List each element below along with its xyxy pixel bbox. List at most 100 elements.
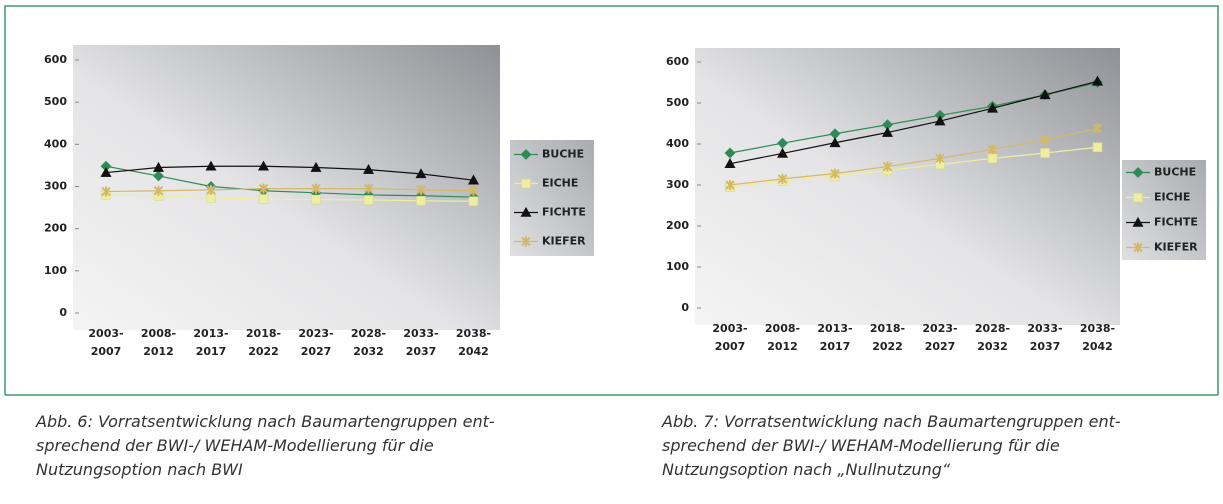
y-tick-label: 400 xyxy=(44,137,67,150)
x-tick-label: 2023-2027 xyxy=(922,322,958,353)
marker xyxy=(1039,89,1051,100)
x-tick-label: 2038-2042 xyxy=(455,327,492,358)
plot-background xyxy=(695,48,1120,325)
marker xyxy=(468,185,479,196)
marker xyxy=(416,196,426,206)
y-tick-label: 600 xyxy=(44,53,67,66)
caption-line: Nutzungsoption nach BWI xyxy=(36,460,243,479)
x-tick-label: 2038-2042 xyxy=(1079,322,1116,353)
y-tick-label: 500 xyxy=(44,95,67,108)
marker xyxy=(311,183,321,194)
series-line xyxy=(105,188,474,193)
y-tick-label: 600 xyxy=(666,55,689,68)
caption-line: sprechend der BWI-/ WEHAM-Modellierung f… xyxy=(662,436,1060,455)
legend-label: KIEFER xyxy=(542,235,586,248)
marker xyxy=(1040,148,1050,158)
marker xyxy=(881,126,894,137)
marker xyxy=(724,158,736,168)
marker xyxy=(153,185,164,196)
marker xyxy=(205,160,217,171)
x-tick-label: 2008-2012 xyxy=(140,327,177,358)
marker xyxy=(1133,192,1143,203)
y-tick-label: 200 xyxy=(666,219,689,232)
marker xyxy=(468,196,479,207)
legend-label: BUCHE xyxy=(1154,166,1196,179)
marker xyxy=(882,161,893,172)
marker xyxy=(1132,216,1144,227)
x-tick-label: 2028-2032 xyxy=(350,327,387,358)
series-line xyxy=(729,146,1098,188)
y-tick-label: 200 xyxy=(44,222,67,235)
marker xyxy=(829,137,841,148)
legend-box xyxy=(510,140,594,256)
marker xyxy=(725,180,735,190)
caption-line: sprechend der BWI-/ WEHAM-Modellierung f… xyxy=(36,436,434,455)
marker xyxy=(934,115,946,126)
y-tick-label: 100 xyxy=(44,264,67,277)
marker xyxy=(467,174,480,185)
x-tick-label: 2033-2037 xyxy=(403,327,439,358)
marker xyxy=(416,184,426,195)
marker xyxy=(987,153,998,164)
marker xyxy=(310,161,322,172)
caption-line: Abb. 7: Vorratsentwicklung nach Baumarte… xyxy=(662,412,1121,431)
y-tick-label: 500 xyxy=(666,96,689,109)
caption-line: Abb. 6: Vorratsentwicklung nach Baumarte… xyxy=(36,412,495,431)
marker xyxy=(206,184,216,195)
plot-background xyxy=(73,45,500,330)
marker xyxy=(101,186,111,197)
marker xyxy=(363,183,374,194)
legend-label: EICHE xyxy=(1154,191,1190,204)
marker xyxy=(1133,242,1143,253)
y-tick-label: 300 xyxy=(44,180,67,193)
marker xyxy=(1132,167,1144,178)
x-tick-label: 2028-2032 xyxy=(974,322,1011,353)
y-tick-label: 0 xyxy=(59,306,67,319)
marker xyxy=(415,168,427,179)
marker xyxy=(258,194,269,204)
y-tick-label: 300 xyxy=(666,178,689,191)
x-tick-label: 2013-2017 xyxy=(817,322,853,353)
marker xyxy=(1040,134,1050,145)
marker xyxy=(521,178,531,189)
marker xyxy=(776,147,789,158)
marker xyxy=(521,236,531,247)
x-tick-label: 2033-2037 xyxy=(1027,322,1063,353)
marker xyxy=(520,149,532,160)
marker xyxy=(258,183,269,194)
series-line xyxy=(729,127,1098,186)
marker xyxy=(153,170,164,182)
x-tick-label: 2008-2012 xyxy=(764,322,801,353)
marker xyxy=(520,206,532,217)
series-line xyxy=(729,80,1098,165)
marker xyxy=(1092,142,1103,153)
marker xyxy=(257,160,270,171)
marker xyxy=(830,168,840,179)
legend-label: EICHE xyxy=(542,177,578,190)
legend-label: BUCHE xyxy=(542,148,584,161)
x-tick-label: 2003-2007 xyxy=(712,322,748,353)
marker xyxy=(311,194,321,205)
marker xyxy=(935,153,945,164)
legend-label: FICHTE xyxy=(542,206,586,219)
frame xyxy=(4,5,1219,395)
x-tick-label: 2018-2022 xyxy=(245,327,282,358)
series-line xyxy=(105,194,474,202)
marker xyxy=(100,166,112,177)
y-tick-label: 100 xyxy=(666,260,689,273)
marker xyxy=(363,195,374,205)
y-tick-label: 0 xyxy=(681,301,689,314)
x-tick-label: 2023-2027 xyxy=(298,327,334,358)
legend-label: FICHTE xyxy=(1154,216,1198,229)
marker xyxy=(1092,123,1103,134)
marker xyxy=(152,161,165,172)
marker xyxy=(362,164,375,174)
legend-label: KIEFER xyxy=(1154,241,1198,254)
x-tick-label: 2013-2017 xyxy=(193,327,229,358)
caption-line: Nutzungsoption nach „Nullnutzung“ xyxy=(662,460,951,479)
series-line xyxy=(105,165,474,198)
x-tick-label: 2003-2007 xyxy=(88,327,124,358)
marker xyxy=(987,144,998,155)
x-tick-label: 2018-2022 xyxy=(869,322,906,353)
